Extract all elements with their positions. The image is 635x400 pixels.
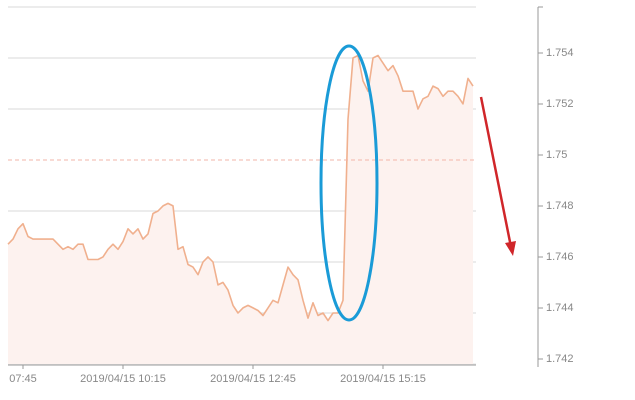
plot-area: 1.742 1.744 1.746 1.748 1.75 1.752 1.754 07:45 2… <box>7 6 574 385</box>
trend-arrow <box>479 96 513 248</box>
area-fill <box>8 55 473 364</box>
y-tick-label: 1.754 <box>546 47 574 59</box>
y-tick-label: 1.744 <box>546 302 574 314</box>
x-tick-label: 07:45 <box>9 373 37 385</box>
y-tick-label: 1.75 <box>546 149 567 161</box>
highlight-ellipse <box>319 44 379 322</box>
x-tick-label: 2019/04/15 12:45 <box>210 373 296 385</box>
price-line <box>7 54 474 322</box>
arrow-head <box>505 241 516 256</box>
x-tick-label: 2019/04/15 15:15 <box>340 373 426 385</box>
y-tick-label: 1.742 <box>546 353 574 365</box>
y-tick-label: 1.752 <box>546 98 574 110</box>
x-tick-label: 2019/04/15 10:15 <box>80 373 166 385</box>
y-tick-label: 1.746 <box>546 251 574 263</box>
y-tick-label: 1.748 <box>546 200 574 212</box>
